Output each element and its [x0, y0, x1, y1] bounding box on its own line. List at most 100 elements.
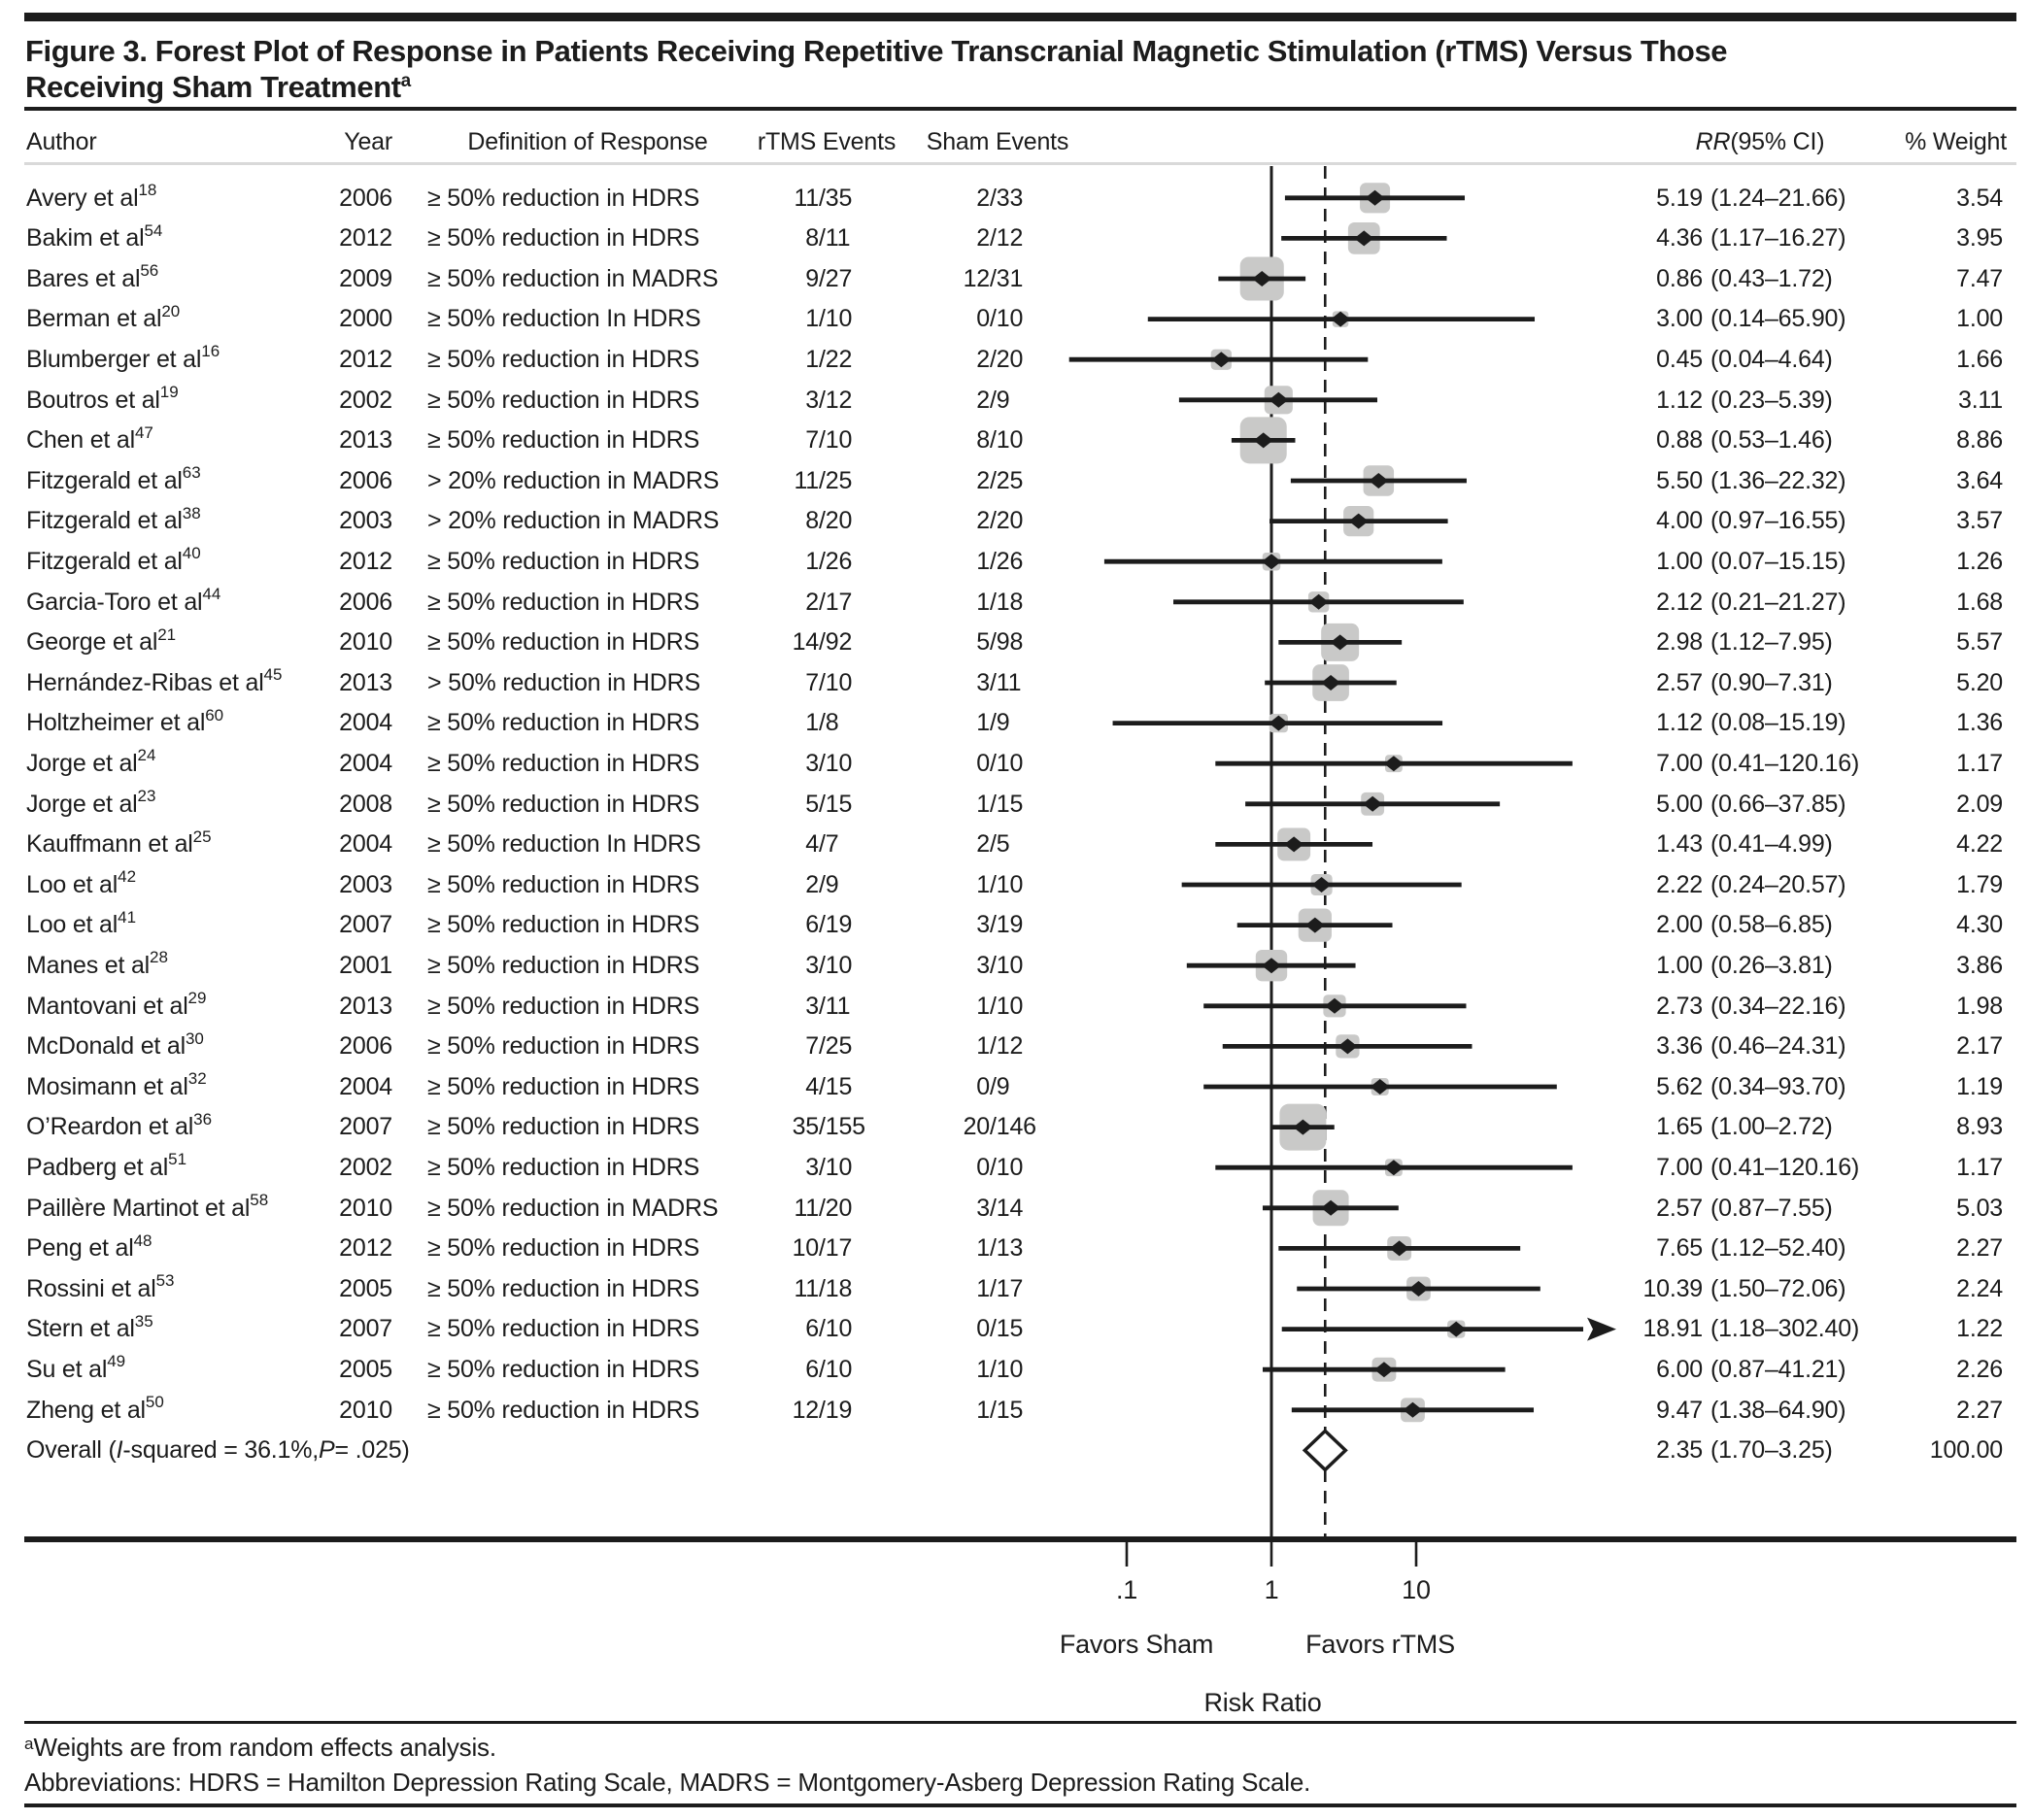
- study-author: Rossini et al 53: [26, 1271, 175, 1302]
- weight-value: 1.79: [1956, 870, 2003, 898]
- weight-value: 5.57: [1956, 628, 2003, 657]
- rtms-events-value: 10/17: [792, 1234, 853, 1263]
- study-definition: ≥ 50% reduction in MADRS: [427, 1194, 719, 1222]
- reference-superscript: 41: [118, 907, 137, 927]
- study-definition: ≥ 50% reduction in HDRS: [427, 992, 700, 1020]
- study-definition: ≥ 50% reduction in HDRS: [427, 911, 700, 939]
- weight-value: 2.24: [1956, 1274, 2003, 1302]
- study-year: 2013: [339, 426, 392, 455]
- weight-value: 1.00: [1956, 305, 2003, 333]
- top-bar-rule: [24, 13, 2016, 21]
- study-year: 2005: [339, 1274, 392, 1302]
- reference-superscript: 35: [134, 1311, 153, 1331]
- rr-ci-value: 2.57 (0.87–7.55): [1656, 1194, 1833, 1222]
- study-year: 2012: [339, 1234, 392, 1263]
- rtms-events-value: 11/35: [794, 184, 853, 212]
- rtms-events-value: 11/20: [794, 1194, 853, 1222]
- rr-ci-value: 4.00 (0.97–16.55): [1656, 507, 1846, 535]
- study-author: Peng et al 48: [26, 1230, 152, 1263]
- table-row: George et al 21 2010 ≥ 50% reduction in H…: [0, 623, 2031, 663]
- weight-value: 1.36: [1956, 709, 2003, 737]
- study-year: 2006: [339, 466, 392, 494]
- reference-superscript: 23: [137, 787, 156, 805]
- study-year: 2007: [339, 1113, 392, 1141]
- sham-events-value: 2/5: [976, 830, 1010, 859]
- study-author: O’Reardon et al 36: [26, 1109, 213, 1141]
- study-year: 2008: [339, 790, 392, 818]
- reference-superscript: 60: [205, 705, 224, 725]
- rr-ci-value: 5.19 (1.24–21.66): [1656, 184, 1846, 212]
- sham-events-value: 1/18: [976, 588, 1024, 616]
- study-author: Holtzheimer et al 60: [26, 705, 224, 737]
- axis-tick-label-1: 1: [1264, 1575, 1279, 1604]
- study-year: 2010: [339, 628, 392, 657]
- rtms-events-value: 3/10: [805, 749, 853, 777]
- reference-superscript: 51: [168, 1150, 187, 1169]
- table-row: McDonald et al 30 2006 ≥ 50% reduction in…: [0, 1027, 2031, 1067]
- title-divider-rule: [24, 107, 2016, 111]
- study-definition: > 50% reduction in HDRS: [427, 668, 700, 696]
- study-year: 2006: [339, 1032, 392, 1061]
- reference-superscript: 25: [192, 826, 212, 846]
- rr-ci-value: 1.43 (0.41–4.99): [1656, 830, 1833, 859]
- table-row: Avery et al 18 2006 ≥ 50% reduction in HD…: [0, 178, 2031, 219]
- reference-superscript: 24: [137, 746, 156, 765]
- study-definition: ≥ 50% reduction in HDRS: [427, 547, 700, 575]
- axis-tick-label-10: 10: [1402, 1575, 1431, 1604]
- study-year: 2006: [339, 184, 392, 212]
- study-author: Zheng et al 50: [26, 1393, 164, 1424]
- weight-value: 4.30: [1956, 911, 2003, 939]
- study-definition: ≥ 50% reduction in HDRS: [427, 951, 700, 979]
- weight-value: 3.95: [1956, 224, 2003, 253]
- rr-header-italic: RR: [1695, 127, 1731, 155]
- table-row: Bakim et al 54 2012 ≥ 50% reduction in HD…: [0, 219, 2031, 259]
- sham-events-value: 3/10: [976, 951, 1024, 979]
- rtms-events-value: 35/155: [792, 1113, 865, 1141]
- column-header-rr-ci: RR (95% CI): [1653, 125, 1867, 158]
- table-row: Peng et al 48 2012 ≥ 50% reduction in HDR…: [0, 1229, 2031, 1269]
- study-year: 2004: [339, 749, 392, 777]
- reference-superscript: 36: [193, 1109, 213, 1129]
- study-year: 2012: [339, 345, 392, 373]
- table-row: Manes et al 28 2001 ≥ 50% reduction in HD…: [0, 945, 2031, 986]
- sham-events-value: 3/11: [976, 668, 1022, 696]
- footnote-marker: a: [24, 1735, 34, 1753]
- table-row: Fitzgerald et al 38 2003 > 20% reduction …: [0, 501, 2031, 542]
- footnote-weights: aWeights are from random effects analysi…: [24, 1733, 496, 1763]
- reference-superscript: 44: [202, 585, 221, 603]
- table-row: O’Reardon et al 36 2007 ≥ 50% reduction i…: [0, 1107, 2031, 1148]
- rtms-events-value: 14/92: [792, 628, 853, 657]
- weight-value: 2.27: [1956, 1396, 2003, 1424]
- weight-value: 2.27: [1956, 1234, 2003, 1263]
- rr-ci-value: 1.65 (1.00–2.72): [1656, 1113, 1833, 1141]
- study-year: 2003: [339, 507, 392, 535]
- weight-value: 1.19: [1956, 1072, 2003, 1100]
- sham-events-value: 2/12: [976, 224, 1024, 253]
- weight-value: 2.09: [1956, 790, 2003, 818]
- study-year: 2000: [339, 305, 392, 333]
- rr-ci-value: 0.45 (0.04–4.64): [1656, 345, 1833, 373]
- study-definition: ≥ 50% reduction in HDRS: [427, 1032, 700, 1061]
- study-author: Fitzgerald et al 63: [26, 463, 201, 494]
- study-definition: ≥ 50% reduction in HDRS: [427, 1396, 700, 1424]
- rr-ci-value: 0.86 (0.43–1.72): [1656, 264, 1833, 292]
- table-row: Hernández-Ribas et al 45 2013 > 50% reduc…: [0, 662, 2031, 703]
- rtms-events-value: 6/10: [805, 1355, 853, 1383]
- study-definition: ≥ 50% reduction in MADRS: [427, 264, 719, 292]
- weight-value: 2.26: [1956, 1355, 2003, 1383]
- study-author: Su et al 49: [26, 1352, 126, 1383]
- table-row: Su et al 49 2005 ≥ 50% reduction in HDRS …: [0, 1349, 2031, 1390]
- rtms-events-value: 3/12: [805, 386, 853, 414]
- rtms-events-value: 4/7: [805, 830, 839, 859]
- rtms-events-value: 6/19: [805, 911, 853, 939]
- rr-ci-value: 3.00 (0.14–65.90): [1656, 305, 1846, 333]
- rr-ci-value: 5.62 (0.34–93.70): [1656, 1072, 1846, 1100]
- reference-superscript: 16: [201, 342, 220, 361]
- rr-ci-value: 7.00 (0.41–120.16): [1656, 1153, 1860, 1181]
- reference-superscript: 30: [185, 1028, 204, 1048]
- reference-superscript: 28: [150, 948, 168, 967]
- study-definition: ≥ 50% reduction in HDRS: [427, 184, 700, 212]
- study-author: Boutros et al 19: [26, 383, 179, 414]
- figure-title-line1: Figure 3. Forest Plot of Response in Pat…: [25, 34, 1728, 68]
- weight-value: 7.47: [1956, 264, 2003, 292]
